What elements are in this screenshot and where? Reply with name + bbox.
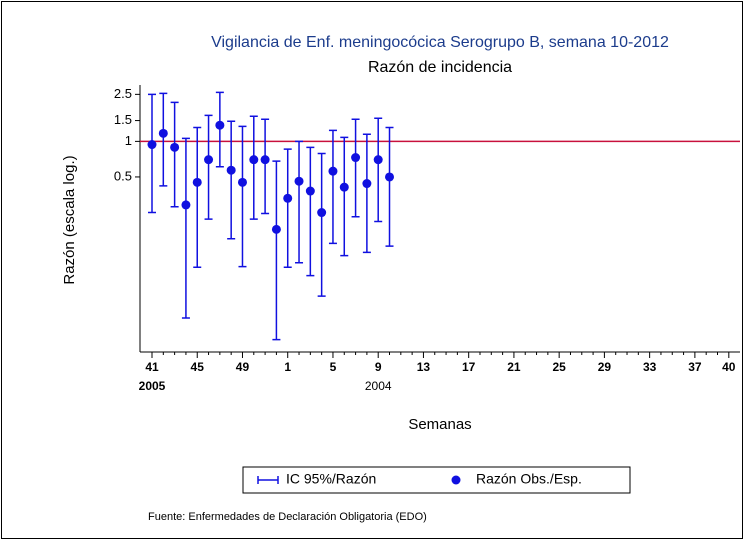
- error-bar: [170, 101, 179, 208]
- error-bar: [283, 148, 292, 269]
- x-tick-label: 1: [284, 360, 291, 374]
- error-bar: [317, 152, 326, 297]
- point: [294, 176, 304, 186]
- x-tick-label: 25: [552, 360, 566, 374]
- legend-label: Razón Obs./Esp.: [476, 471, 582, 487]
- point: [158, 128, 168, 138]
- point: [373, 155, 383, 165]
- legend-swatch: [257, 476, 279, 484]
- point: [237, 177, 247, 187]
- legend-label: IC 95%/Razón: [286, 471, 376, 487]
- point: [283, 193, 293, 203]
- y-tick-label: 1.5: [114, 112, 132, 127]
- error-bar: [272, 160, 281, 341]
- point: [192, 177, 202, 187]
- point: [249, 155, 259, 165]
- point: [339, 182, 349, 192]
- error-bar: [159, 92, 168, 187]
- error-bar: [238, 125, 247, 268]
- x-tick-label: 9: [375, 360, 382, 374]
- x-tick-label: 13: [417, 360, 431, 374]
- y-tick-label: 2.5: [114, 86, 132, 101]
- error-bar: [306, 146, 315, 277]
- error-bar: [374, 117, 383, 223]
- error-bar: [204, 114, 213, 220]
- x-tick-label: 17: [462, 360, 476, 374]
- point: [271, 224, 281, 234]
- error-bar: [193, 126, 202, 269]
- chart-subtitle: Razón de incidencia: [368, 59, 512, 76]
- legend-box: [242, 466, 631, 494]
- error-bar: [148, 93, 156, 214]
- point: [385, 172, 395, 182]
- point: [328, 166, 338, 176]
- error-bar: [328, 129, 337, 245]
- y-tick-label: 0.5: [114, 168, 132, 183]
- year-annotation: 2005: [139, 379, 166, 393]
- point: [226, 165, 236, 175]
- source: Fuente: Enfermedades de Declaración Obli…: [148, 511, 427, 523]
- point: [317, 208, 327, 218]
- x-tick-label: 33: [643, 360, 657, 374]
- x-tick-label: 40: [722, 360, 736, 374]
- error-bar: [261, 118, 270, 215]
- y-axis-label: Razón (escala log.): [61, 155, 78, 284]
- point: [260, 155, 270, 165]
- x-tick-label: 21: [507, 360, 521, 374]
- x-tick-label: 37: [688, 360, 702, 374]
- y-tick-label: 1: [125, 133, 132, 148]
- x-tick-label: 45: [191, 360, 205, 374]
- year-annotation: 2004: [365, 379, 392, 393]
- point: [147, 140, 157, 150]
- point: [215, 120, 225, 130]
- error-bar: [295, 140, 304, 264]
- point: [305, 186, 315, 196]
- x-tick-label: 49: [236, 360, 250, 374]
- error-bar: [340, 136, 349, 257]
- point: [181, 200, 191, 210]
- error-bar: [385, 126, 394, 247]
- x-tick-label: 29: [598, 360, 612, 374]
- point: [204, 155, 214, 165]
- legend-swatch: [451, 475, 461, 485]
- point: [362, 179, 372, 189]
- x-tick-label: 41: [145, 360, 159, 374]
- x-axis-label: Semanas: [408, 416, 471, 433]
- error-bar: [249, 115, 258, 220]
- point: [351, 153, 361, 163]
- x-tick-label: 5: [330, 360, 337, 374]
- error-bar: [181, 137, 190, 319]
- error-bar: [227, 120, 236, 240]
- point: [170, 142, 180, 152]
- error-bar: [351, 118, 360, 218]
- chart-title: Vigilancia de Enf. meningocócica Serogru…: [211, 34, 669, 51]
- error-bar: [362, 133, 371, 254]
